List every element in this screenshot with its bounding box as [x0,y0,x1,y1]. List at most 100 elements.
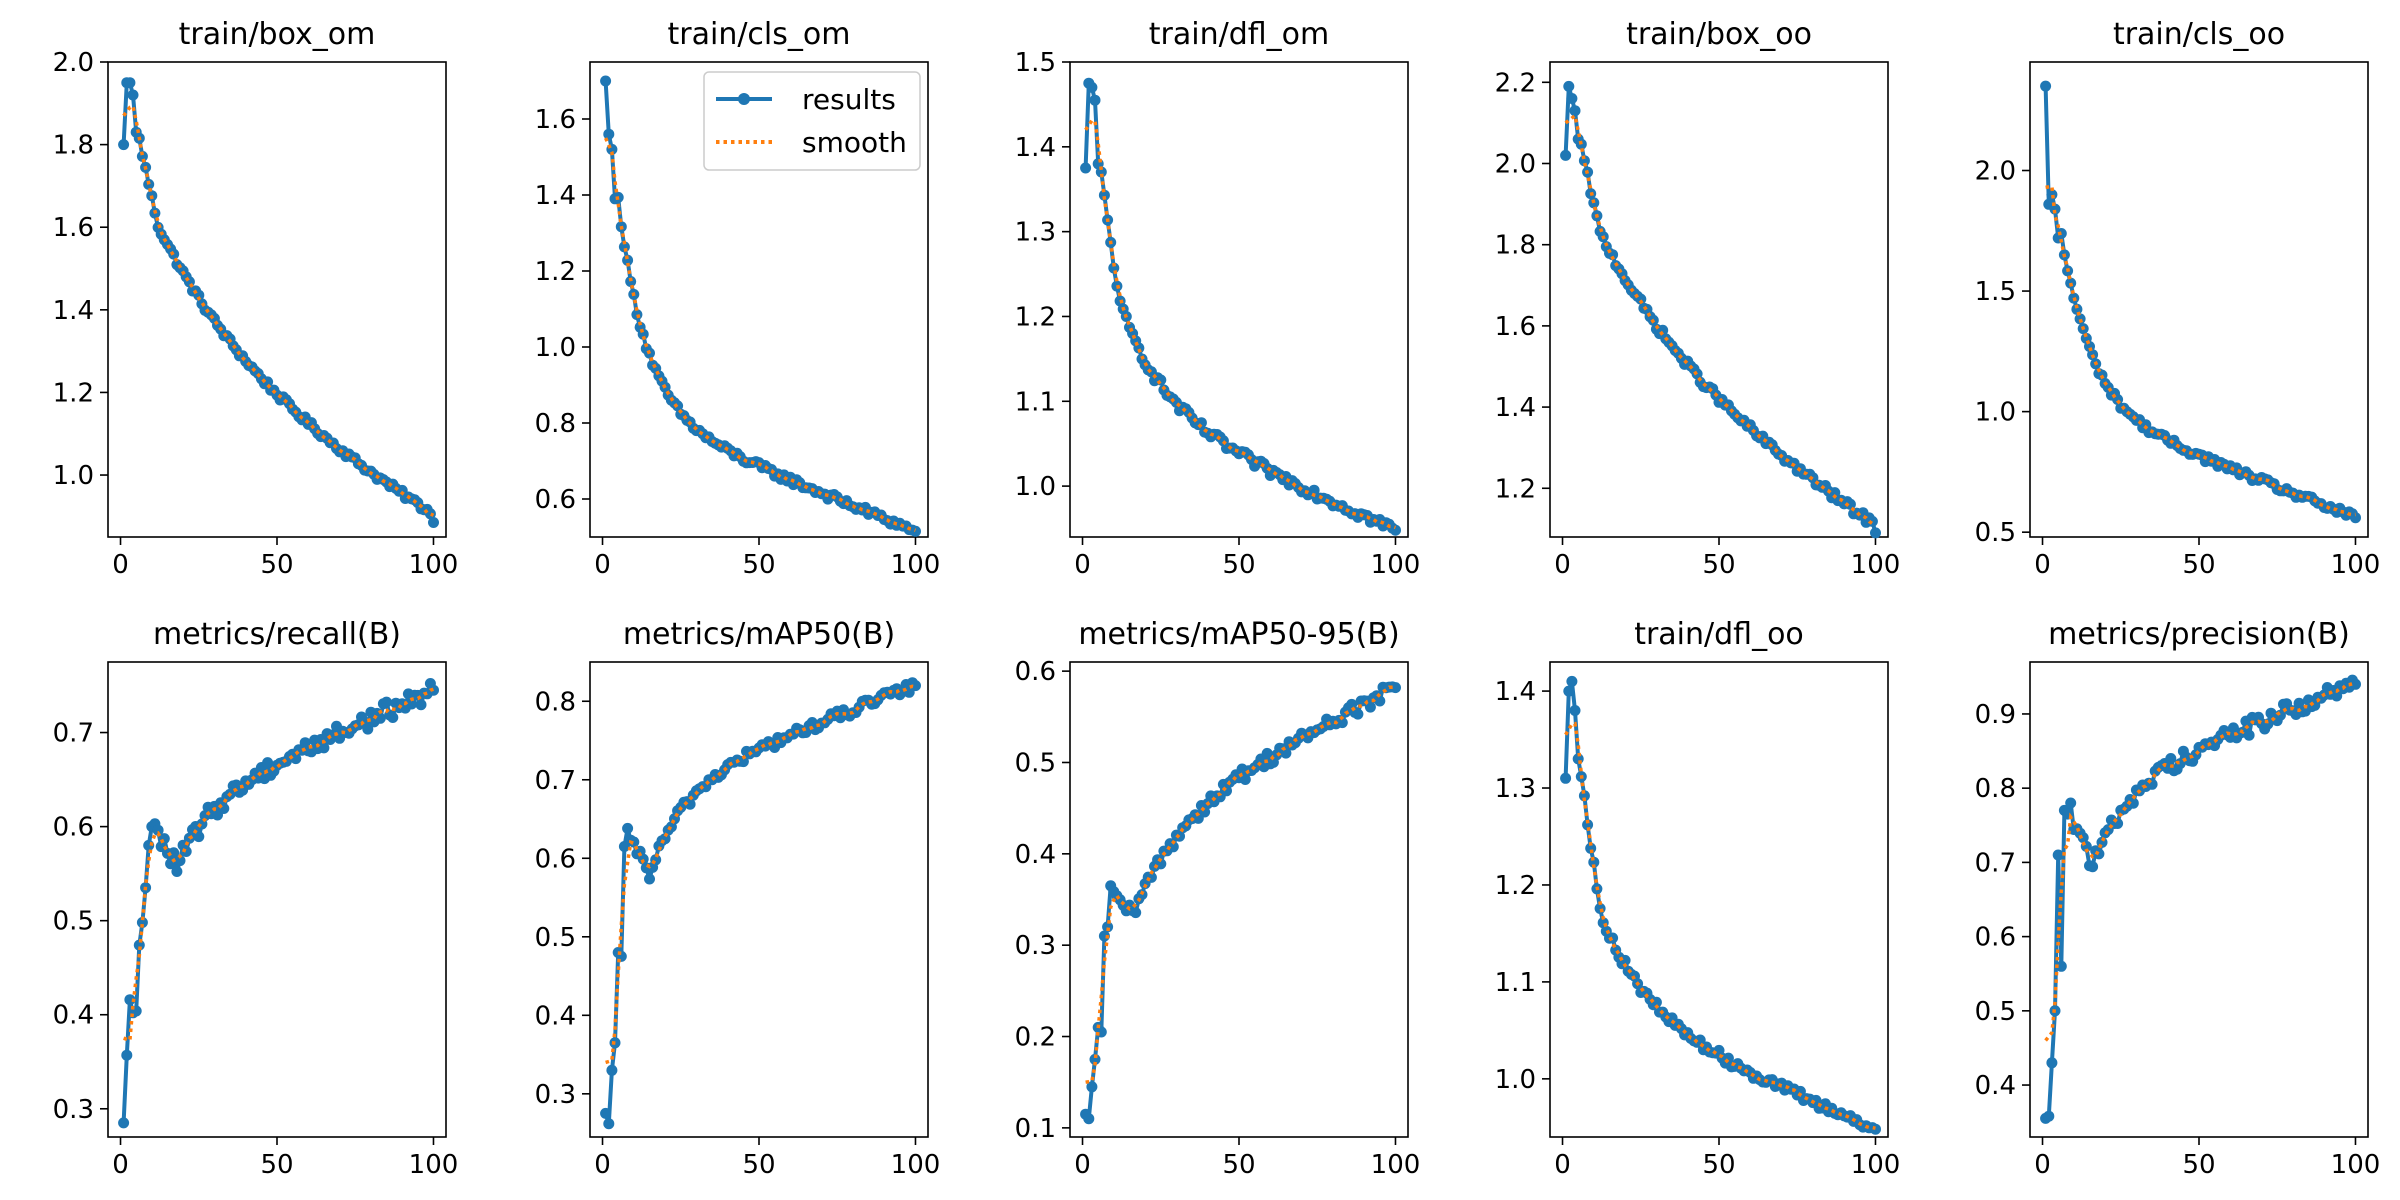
results-point [603,1118,615,1130]
results-point [1374,695,1386,707]
smooth-line [2044,681,2356,1042]
y-tick-label: 1.4 [1015,133,1056,163]
subplot-9: train/dfl_oo 0 50 100 1.0 1.1 1.2 1.3 1.4 [1495,617,1901,1180]
subplot-1: train/box_om 0 50 100 1.0 1.2 1.4 1.6 1.8 2.0 [53,17,459,580]
y-tick-label: 1.8 [53,131,94,161]
axes-frame [1549,661,1889,1138]
results-point [1563,685,1575,697]
results-point [910,680,921,692]
x-tick-label: 0 [2034,550,2051,580]
results-point [2065,797,2077,809]
y-tick-label: 0.6 [535,485,576,515]
results-point [387,712,399,723]
results-point [1130,907,1142,919]
x-tick-label: 100 [1851,1150,1901,1180]
results-point [2350,512,2361,524]
subplot-title: train/dfl_om [1149,17,1329,52]
results-line [1083,81,1397,532]
axes-frame [107,661,447,1138]
results-point [1390,524,1401,536]
results-point [193,831,205,843]
y-tick-label: 1.1 [1015,387,1056,417]
x-tick-label: 100 [1371,1150,1421,1180]
results-point [262,757,274,769]
x-tick-label: 50 [1222,1150,1255,1180]
results-point [1239,774,1251,785]
results-point [1364,701,1376,713]
results-point [606,1064,618,1076]
y-tick-label: 0.7 [535,766,576,796]
subplot-2: train/cls_om 0 50 100 0.6 0.8 1.0 1.2 1.4 1.6 resu… [535,17,941,580]
results-point [1167,841,1179,853]
subplot-7: metrics/mAP50(B) 0 50 100 0.3 0.4 0.5 0.6 0.7 0.8 [535,617,941,1180]
subplot-6: metrics/recall(B) 0 50 100 0.3 0.4 0.5 0.6 0.7 [53,617,459,1180]
results-point [737,756,749,768]
results-point [1098,189,1110,201]
results-point [1560,149,1572,161]
results-point [1095,1026,1107,1038]
results-point [1083,1113,1095,1125]
results-point [1086,81,1098,93]
y-tick-label: 1.2 [535,257,576,287]
x-tick-label: 0 [1554,550,1571,580]
smooth-line [123,687,435,1043]
results-point [381,696,392,708]
y-tick-label: 1.3 [1495,774,1536,804]
results-point [1866,515,1878,527]
results-point [171,866,183,877]
x-tick-label: 50 [260,550,293,580]
x-tick-label: 100 [891,1150,941,1180]
x-tick-label: 0 [1074,1150,1091,1180]
results-point [415,699,427,711]
y-tick-label: 0.4 [53,1001,94,1031]
results-point [152,824,164,836]
x-tick-label: 50 [742,550,775,580]
y-tick-label: 0.3 [1015,931,1056,961]
y-tick-label: 1.6 [1495,312,1536,342]
x-tick-label: 50 [2182,1150,2215,1180]
y-tick-label: 0.7 [53,719,94,749]
results-point [290,753,302,765]
y-tick-label: 1.2 [1495,871,1536,901]
y-tick-label: 1.0 [1015,472,1056,502]
legend: results smooth [703,71,921,171]
results-line [121,681,436,1123]
results-point [2040,80,2052,92]
y-tick-label: 2.0 [53,48,94,78]
results-point [1098,930,1110,942]
y-tick-label: 1.4 [1495,677,1536,707]
subplot-title: train/cls_oo [2113,17,2285,52]
results-point [2093,848,2105,860]
y-tick-label: 0.6 [53,813,94,843]
smooth-line [122,103,435,517]
y-tick-label: 1.1 [1495,968,1536,998]
results-point [1390,682,1401,694]
y-tick-label: 1.0 [1495,1065,1536,1095]
results-point [1102,921,1114,933]
results-point [600,1107,612,1119]
axes-frame [1549,61,1889,538]
x-tick-label: 50 [1222,550,1255,580]
results-point [1352,708,1364,720]
results-point [124,77,136,89]
y-tick-label: 1.4 [53,296,94,326]
results-point [118,139,130,151]
y-tick-label: 0.5 [535,923,576,953]
results-point [2049,203,2061,215]
results-point [2043,1110,2055,1122]
y-tick-label: 1.6 [535,105,576,135]
results-point [631,309,643,321]
results-point [1336,717,1348,729]
results-point [1086,1081,1098,1093]
results-point [2055,960,2067,972]
results-point [2331,690,2343,702]
x-tick-label: 0 [594,1150,611,1180]
results-point [374,712,386,724]
x-tick-label: 0 [112,1150,129,1180]
legend-results-marker [738,93,750,105]
results-point [1308,484,1320,496]
results-point [174,855,186,867]
results-point [143,178,155,190]
results-point [2046,1057,2058,1069]
y-tick-label: 1.6 [53,213,94,243]
